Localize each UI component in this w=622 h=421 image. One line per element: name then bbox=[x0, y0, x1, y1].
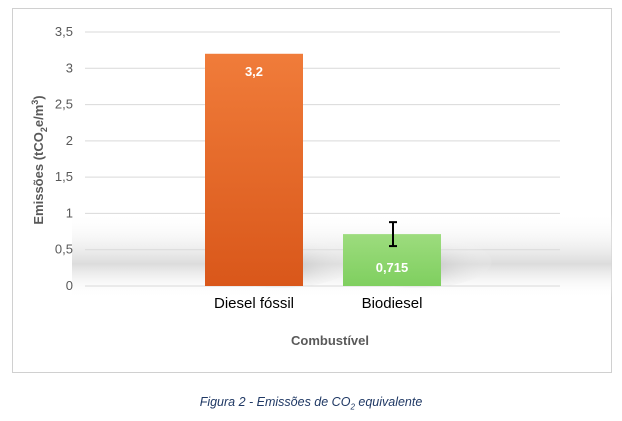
x-tick-label: Diesel fóssil bbox=[214, 295, 294, 312]
y-tick-label: 1,5 bbox=[55, 169, 73, 184]
value-label: 0,715 bbox=[376, 260, 409, 275]
y-axis-label: Emissões (tCO2e/m3) bbox=[30, 95, 49, 224]
x-tick-label: Biodiesel bbox=[362, 295, 423, 312]
y-tick-label: 1 bbox=[66, 205, 73, 220]
y-tick-label: 0 bbox=[66, 278, 73, 293]
y-axis-label-sup: 3 bbox=[30, 100, 40, 105]
y-axis-label-part-1: Emissões (tCO bbox=[31, 132, 46, 224]
value-labels: 3,2 0,715 bbox=[245, 64, 408, 275]
bar-diesel-fossil bbox=[205, 53, 303, 287]
value-label: 3,2 bbox=[245, 64, 263, 79]
grid-lines bbox=[85, 31, 560, 287]
y-axis-label-part-2: e/m bbox=[31, 105, 46, 127]
y-tick-label: 3 bbox=[66, 60, 73, 75]
y-tick-label: 2 bbox=[66, 133, 73, 148]
y-axis-label-sub: 2 bbox=[39, 127, 49, 132]
figure-caption: Figura 2 - Emissões de CO2 equivalente bbox=[0, 395, 622, 412]
y-tick-label: 2,5 bbox=[55, 97, 73, 112]
y-axis-label-part-3: ) bbox=[31, 95, 46, 99]
x-axis-label: Combustível bbox=[291, 333, 369, 348]
x-axis-ticks: Diesel fóssil Biodiesel bbox=[214, 295, 422, 312]
y-tick-label: 0,5 bbox=[55, 242, 73, 257]
y-tick-label: 3,5 bbox=[55, 24, 73, 39]
caption-suffix: equivalente bbox=[354, 395, 423, 409]
caption-subscript: 2 bbox=[350, 402, 355, 412]
bar-chart: 0 0,5 1 1,5 2 2,5 3 3,5 3,2 0,715 Diesel fóssil B… bbox=[30, 24, 612, 348]
error-bars bbox=[389, 221, 397, 248]
caption-prefix: Figura 2 - Emissões de CO bbox=[199, 395, 351, 409]
chart-frame bbox=[12, 8, 612, 373]
y-axis-ticks: 0 0,5 1 1,5 2 2,5 3 3,5 bbox=[55, 24, 73, 293]
